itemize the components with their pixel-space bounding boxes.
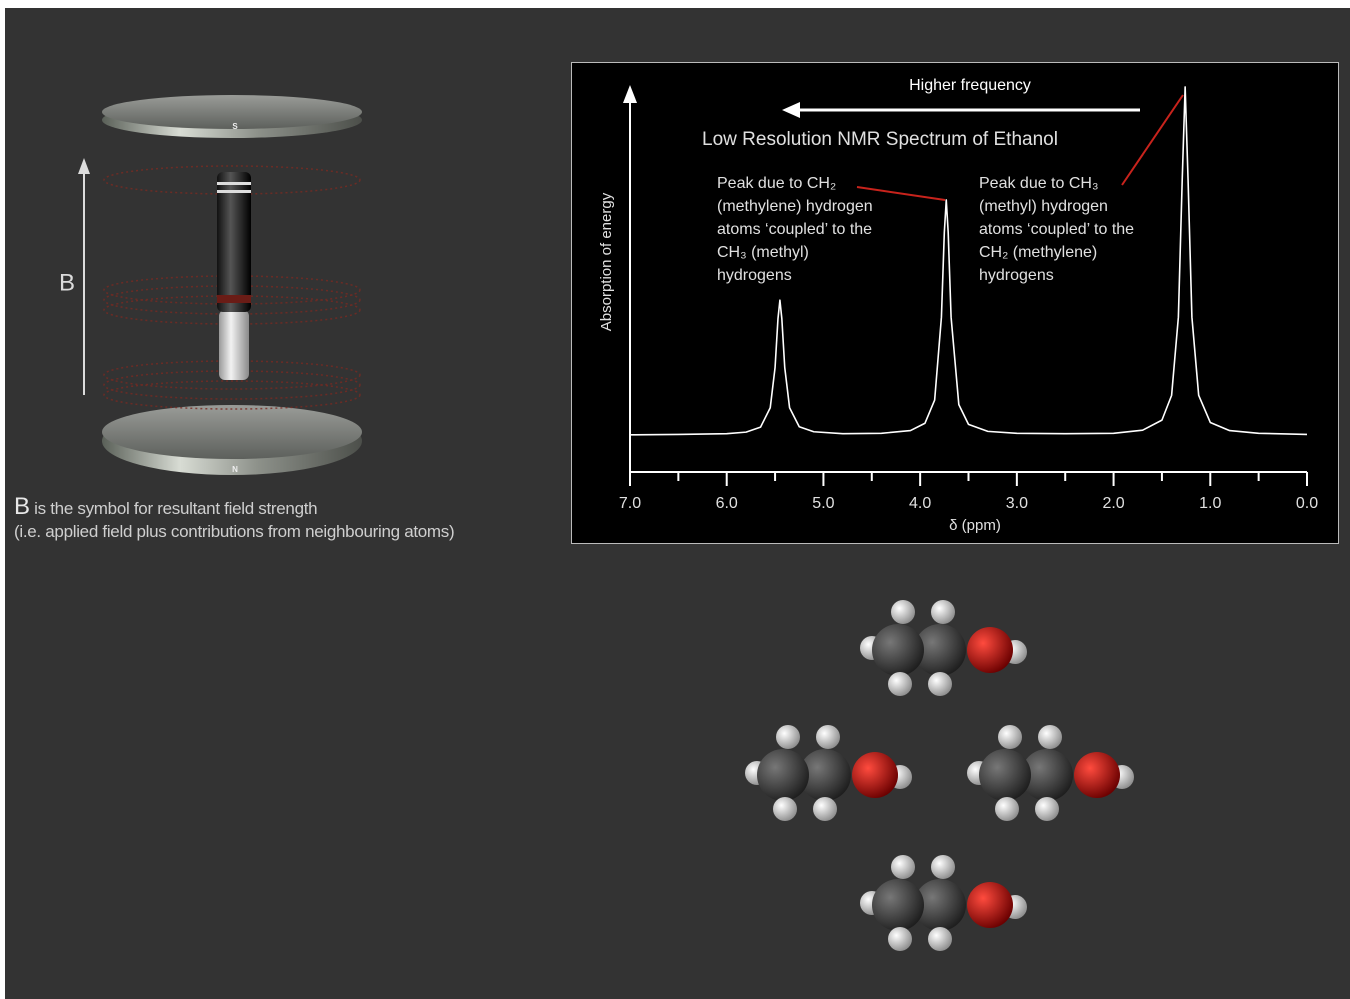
chart-subtitle: Higher frequency [909, 77, 1031, 94]
x-axis-label: δ (ppm) [949, 517, 1001, 534]
field-label: B [59, 269, 75, 296]
annotation-line: atoms ‘coupled’ to the [979, 221, 1134, 238]
annotation-line: CH₃ (methyl) [717, 244, 809, 261]
annotation-line: hydrogens [979, 267, 1054, 284]
chart-title: Low Resolution NMR Spectrum of Ethanol [702, 129, 1058, 150]
ethanol-molecules [745, 600, 1134, 951]
annotation-line: Peak due to CH₂ [717, 175, 836, 192]
caption-text: is the symbol for resultant field streng… [34, 499, 317, 518]
annotation-line: atoms ‘coupled’ to the [717, 221, 872, 238]
y-axis-label: Absorption of energy [598, 192, 615, 331]
x-tick-label: 3.0 [1006, 495, 1028, 512]
magnet [78, 95, 362, 475]
pole-label: S [232, 122, 238, 131]
caption-text: (i.e. applied field plus contributions f… [14, 522, 454, 542]
x-tick-label: 7.0 [619, 495, 641, 512]
x-tick-label: 0.0 [1296, 495, 1318, 512]
screen: B S N Higher frequency Low Resolution NM… [5, 8, 1350, 999]
annotation-line: Peak due to CH₃ [979, 175, 1098, 192]
annotation-line: (methyl) hydrogen [979, 198, 1108, 215]
x-tick-label: 1.0 [1199, 495, 1221, 512]
x-tick-label: 6.0 [716, 495, 738, 512]
x-tick-label: 4.0 [909, 495, 931, 512]
caption-symbol: B [14, 493, 30, 520]
x-tick-label: 2.0 [1102, 495, 1124, 512]
annotation-line: (methylene) hydrogen [717, 198, 873, 215]
caption-line: B is the symbol for resultant field stre… [14, 493, 317, 521]
annotation-line: CH₂ (methylene) [979, 244, 1097, 261]
x-tick-label: 5.0 [812, 495, 834, 512]
pole-label: N [232, 465, 238, 474]
annotation-line: hydrogens [717, 267, 792, 284]
